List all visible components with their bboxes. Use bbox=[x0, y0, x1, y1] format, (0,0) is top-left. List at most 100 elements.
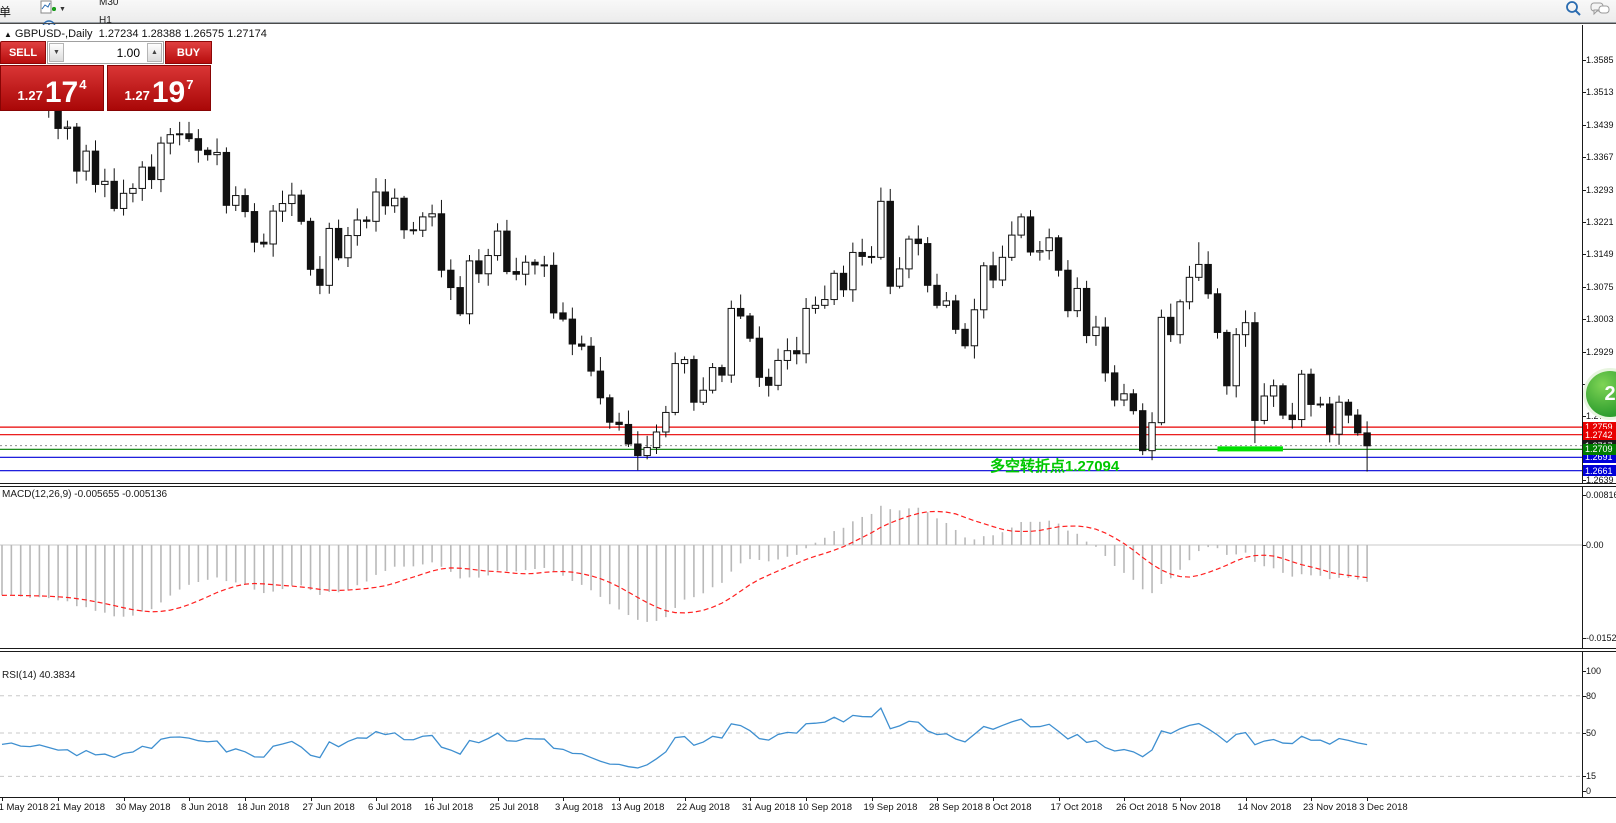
hline-price-badge: 1.2661 bbox=[1583, 465, 1616, 477]
axis-tick bbox=[1582, 480, 1586, 482]
sell-price-box[interactable]: 1.27 17 4 bbox=[0, 65, 104, 111]
bear-candle bbox=[540, 264, 548, 267]
bull-candle bbox=[1176, 301, 1184, 336]
bull-candle bbox=[1045, 237, 1053, 252]
buy-button[interactable]: BUY bbox=[165, 41, 212, 64]
bull-candle bbox=[1335, 401, 1343, 435]
rsi-axis-label: 0 bbox=[1586, 786, 1592, 796]
volume-decrease-button[interactable]: ▼ bbox=[49, 43, 64, 62]
bear-candle bbox=[512, 271, 520, 275]
bear-candle bbox=[886, 200, 894, 287]
buy-price-box[interactable]: 1.27 19 7 bbox=[107, 65, 211, 111]
bull-candle bbox=[1297, 373, 1306, 421]
new-order-menu-text[interactable]: 单 bbox=[0, 4, 12, 19]
bear-candle bbox=[624, 423, 633, 445]
bull-candle bbox=[970, 309, 979, 347]
bear-candle bbox=[362, 219, 371, 222]
indicators-button[interactable]: ▼ bbox=[16, 0, 90, 19]
price-axis-line bbox=[1582, 25, 1583, 797]
date-label: 26 Oct 2018 bbox=[1116, 802, 1168, 813]
axis-tick bbox=[1582, 494, 1586, 496]
bear-candle bbox=[1279, 385, 1287, 416]
bear-candle bbox=[578, 343, 586, 347]
candles[interactable] bbox=[0, 65, 1371, 472]
axis-tick bbox=[1582, 253, 1586, 255]
bull-candle bbox=[419, 216, 427, 231]
date-label: 11 May 2018 bbox=[0, 802, 49, 813]
timeframe-m30-button[interactable]: M30 bbox=[99, 0, 119, 8]
time-axis-tick bbox=[684, 797, 686, 801]
pane-separator[interactable] bbox=[0, 648, 1616, 652]
macd-label: MACD(12,26,9) -0.005655 -0.005136 bbox=[2, 489, 168, 500]
timeframe-h1-button[interactable]: H1 bbox=[99, 14, 112, 26]
bull-candle bbox=[1316, 403, 1325, 406]
bull-candle bbox=[157, 142, 165, 181]
bull-candle bbox=[119, 192, 128, 209]
bull-candle bbox=[175, 133, 184, 136]
bull-candle bbox=[63, 126, 72, 129]
bull-candle bbox=[372, 191, 380, 222]
bear-candle bbox=[839, 272, 848, 291]
macd-indicator-pane[interactable] bbox=[0, 487, 1582, 648]
bull-candle bbox=[1269, 385, 1278, 397]
green-segment-annotation[interactable] bbox=[1217, 446, 1283, 452]
bull-candle bbox=[428, 213, 436, 218]
bull-candle bbox=[1120, 393, 1128, 401]
date-label: 10 Sep 2018 bbox=[798, 802, 852, 813]
bull-candle bbox=[821, 299, 829, 306]
bull-candle bbox=[138, 166, 146, 189]
volume-increase-button[interactable]: ▲ bbox=[147, 43, 162, 62]
bear-candle bbox=[952, 300, 960, 330]
bear-candle bbox=[1326, 403, 1334, 435]
chart-window[interactable]: ▲ GBPUSD-,Daily 1.27234 1.28388 1.26575 1… bbox=[0, 25, 1616, 823]
pane-separator[interactable] bbox=[0, 483, 1616, 487]
date-label: 8 Jun 2018 bbox=[181, 802, 229, 813]
bull-candle bbox=[1157, 316, 1166, 424]
bull-candle bbox=[325, 227, 333, 286]
search-button[interactable] bbox=[1561, 1, 1585, 21]
bear-candle bbox=[204, 149, 212, 156]
buy-price-prefix: 1.27 bbox=[124, 88, 150, 103]
price-axis-label: 1.3439 bbox=[1586, 119, 1614, 130]
bull-candle bbox=[1017, 216, 1025, 236]
bear-candle bbox=[297, 194, 305, 222]
bull-candle bbox=[671, 363, 679, 413]
bear-candle bbox=[222, 151, 231, 206]
time-axis-tick bbox=[806, 797, 808, 801]
volume-input[interactable] bbox=[65, 45, 146, 60]
bear-candle bbox=[147, 166, 156, 181]
axis-tick bbox=[1582, 60, 1586, 61]
hline-price-badge: 1.2691 bbox=[1583, 451, 1616, 463]
bull-candle bbox=[811, 304, 820, 309]
time-axis-tick bbox=[1311, 797, 1312, 801]
axis-tick bbox=[1582, 791, 1586, 792]
bear-candle bbox=[549, 264, 558, 314]
bear-candle bbox=[1354, 414, 1362, 434]
rsi-indicator-pane[interactable] bbox=[0, 652, 1582, 797]
buy-price-big: 19 bbox=[151, 76, 186, 109]
axis-tick bbox=[1582, 92, 1586, 93]
bull-candle bbox=[1195, 263, 1203, 278]
axis-tick bbox=[1582, 776, 1586, 778]
rsi-axis-label: 15 bbox=[1586, 771, 1597, 782]
sell-button[interactable]: SELL bbox=[0, 41, 46, 64]
bull-candle bbox=[1232, 334, 1240, 387]
bear-candle bbox=[933, 284, 941, 306]
chart-text-annotation[interactable]: 多空转折点1.27094 bbox=[990, 458, 1120, 475]
bear-candle bbox=[587, 345, 595, 372]
bear-candle bbox=[858, 251, 866, 257]
bull-candle bbox=[774, 359, 782, 386]
candlestick-chart[interactable] bbox=[0, 25, 1582, 483]
date-label: 19 Sep 2018 bbox=[863, 802, 918, 813]
bull-candle bbox=[802, 307, 810, 355]
bull-candle bbox=[288, 194, 296, 205]
indicators-icon bbox=[40, 0, 57, 20]
bull-candle bbox=[1008, 234, 1016, 258]
time-axis-tick bbox=[58, 797, 60, 801]
price-axis-label: 1.3075 bbox=[1586, 281, 1614, 292]
axis-tick bbox=[1582, 221, 1586, 223]
chat-button[interactable] bbox=[1587, 1, 1613, 21]
chevron-down-icon[interactable]: ▼ bbox=[59, 5, 66, 13]
rsi-line bbox=[1, 706, 1368, 769]
bear-candle bbox=[1307, 373, 1315, 405]
